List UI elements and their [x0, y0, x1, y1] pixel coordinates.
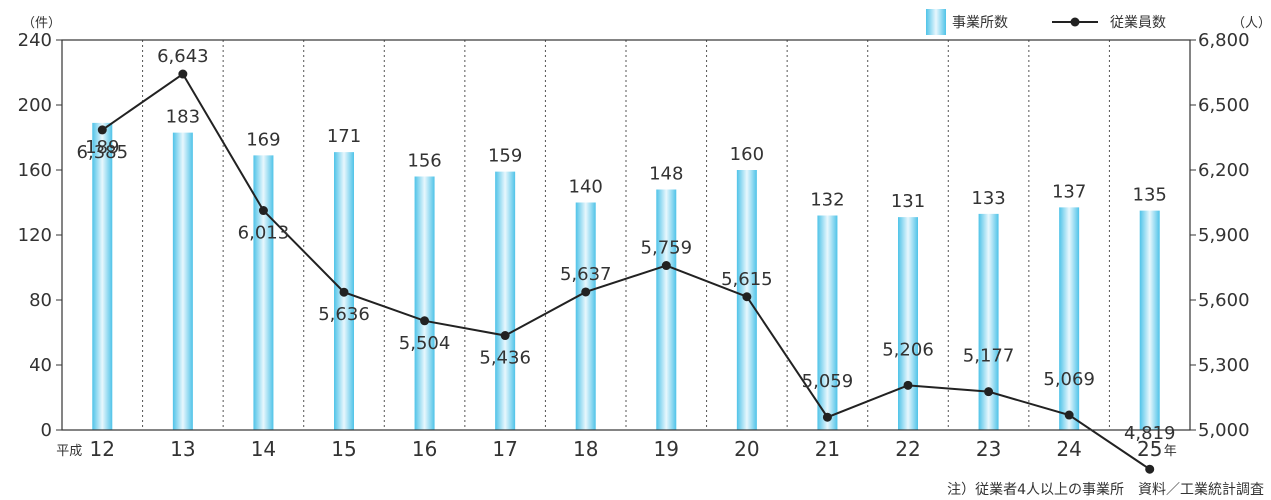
bar-value-label: 131 [891, 191, 925, 212]
employee-value-label: 5,206 [882, 339, 934, 360]
x-tick-label: 25 [1137, 437, 1162, 461]
employee-point [258, 206, 268, 216]
x-era-prefix: 平成 [56, 444, 82, 459]
employee-point [903, 380, 913, 390]
bar-value-label: 156 [407, 151, 441, 172]
grid [142, 40, 1110, 430]
bar-value-label: 148 [649, 164, 683, 185]
employee-value-label: 5,504 [399, 333, 451, 354]
employee-value-label: 5,177 [963, 346, 1015, 367]
employee-line [97, 69, 1155, 474]
employee-series-line [101, 72, 1151, 471]
bar [495, 171, 516, 430]
bar-value-label: 133 [971, 188, 1005, 209]
bar-value-label: 171 [327, 126, 361, 147]
y-right-unit: （人） [1232, 16, 1271, 31]
bar [1139, 210, 1160, 430]
bar [414, 176, 435, 430]
legend-bar-label: 事業所数 [952, 15, 1008, 31]
employee-value-label: 5,436 [479, 348, 531, 369]
x-tick-label: 23 [976, 437, 1001, 461]
x-tick-label: 19 [654, 437, 679, 461]
employee-point [984, 387, 994, 397]
employee-point [581, 287, 591, 297]
y-left-tick-label: 0 [41, 420, 52, 441]
employee-point [339, 287, 349, 297]
legend-bar-swatch [926, 9, 946, 35]
legend-line-label: 従業員数 [1110, 15, 1166, 31]
x-tick-label: 15 [331, 437, 356, 461]
bar-value-label: 160 [730, 144, 764, 165]
y-right-tick-label: 6,800 [1198, 30, 1250, 51]
x-year-suffix: 年 [1164, 444, 1177, 459]
x-tick-label: 18 [573, 437, 598, 461]
bar [656, 189, 677, 430]
employee-value-label: 5,069 [1043, 369, 1095, 390]
y-left-tick-label: 240 [18, 30, 52, 51]
bar [172, 132, 193, 430]
employee-point [500, 331, 510, 341]
bar-value-label: 183 [166, 107, 200, 128]
bar-value-label: 137 [1052, 181, 1086, 202]
x-tick-label: 14 [251, 437, 276, 461]
employee-point [661, 261, 671, 271]
bar-value-label: 135 [1133, 185, 1167, 206]
employee-point [1064, 410, 1074, 420]
bar [898, 217, 918, 430]
employee-value-label: 5,615 [721, 269, 773, 290]
y-left-tick-label: 40 [29, 355, 52, 376]
x-tick-label: 22 [895, 437, 920, 461]
x-tick-label: 16 [412, 437, 437, 461]
source-note: 注）従業者4人以上の事業所 資料／工業統計調査 [947, 482, 1264, 498]
employee-point [420, 316, 430, 326]
y-left-tick-label: 120 [18, 225, 52, 246]
y-left-unit: （件） [22, 16, 61, 31]
employee-value-label: 5,059 [802, 371, 854, 392]
employee-value-label: 5,637 [560, 264, 612, 285]
bar-value-label: 189 [85, 137, 119, 158]
y-right-tick-label: 6,200 [1198, 160, 1250, 181]
bar-value-label: 132 [810, 190, 844, 211]
y-left-tick-label: 200 [18, 95, 52, 116]
employee-point [97, 125, 107, 135]
employee-point [822, 412, 832, 422]
x-tick-label: 12 [90, 437, 115, 461]
employee-point [1145, 464, 1155, 474]
x-tick-label: 24 [1056, 437, 1081, 461]
bar [575, 202, 596, 430]
bar [817, 215, 838, 430]
bar [1059, 207, 1080, 430]
employee-point [178, 69, 188, 79]
x-tick-label: 21 [815, 437, 840, 461]
employee-value-label: 6,013 [238, 223, 290, 244]
y-right-tick-label: 5,600 [1198, 290, 1250, 311]
bar [253, 155, 274, 430]
employee-value-label: 5,759 [641, 238, 693, 259]
y-right-tick-label: 5,000 [1198, 420, 1250, 441]
bar-value-label: 159 [488, 146, 522, 167]
employee-value-label: 6,643 [157, 46, 209, 67]
bar-value-label: 140 [569, 177, 603, 198]
bars [92, 122, 1160, 430]
employee-value-label: 4,819 [1124, 423, 1176, 444]
axes: 0 40 80 120 160 200 240 5,000 5,300 5,600 5,900 6,2… [18, 30, 1250, 461]
y-right-tick-label: 5,900 [1198, 225, 1250, 246]
legend-line-marker [1070, 17, 1080, 27]
data-labels: 189 183 169 171 156 159 140 148 160 132 131 133 137 1… [77, 46, 1176, 444]
bar [92, 122, 113, 430]
legend: 事業所数 従業員数 [926, 9, 1166, 35]
employee-value-label: 5,636 [318, 304, 370, 325]
employee-point [742, 292, 752, 302]
bar-value-label: 169 [246, 129, 280, 150]
bar [978, 213, 999, 430]
y-right-tick-label: 5,300 [1198, 355, 1250, 376]
x-tick-label: 13 [170, 437, 195, 461]
y-left-tick-label: 160 [18, 160, 52, 181]
x-tick-label: 17 [492, 437, 517, 461]
x-tick-label: 20 [734, 437, 759, 461]
employee-value-label: 6,385 [77, 142, 129, 163]
y-left-tick-label: 80 [29, 290, 52, 311]
y-right-tick-label: 6,500 [1198, 95, 1250, 116]
